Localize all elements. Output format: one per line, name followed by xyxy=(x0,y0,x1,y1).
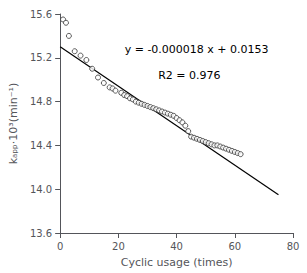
svg-text:40: 40 xyxy=(170,241,183,252)
svg-text:14.8: 14.8 xyxy=(30,96,52,107)
svg-text:R2 = 0.976: R2 = 0.976 xyxy=(158,69,220,82)
svg-text:y = -0.000018 x + 0.0153: y = -0.000018 x + 0.0153 xyxy=(125,43,269,56)
svg-text:Cyclic usage (times): Cyclic usage (times) xyxy=(121,256,233,269)
svg-text:80: 80 xyxy=(287,241,300,252)
svg-text:14.0: 14.0 xyxy=(30,184,52,195)
svg-text:15.2: 15.2 xyxy=(30,52,52,63)
svg-text:0: 0 xyxy=(57,241,63,252)
svg-text:kₐₚₚ·10³(min⁻¹): kₐₚₚ·10³(min⁻¹) xyxy=(7,83,20,165)
svg-text:60: 60 xyxy=(228,241,241,252)
svg-text:20: 20 xyxy=(112,241,125,252)
svg-text:15.6: 15.6 xyxy=(30,9,52,20)
svg-text:14.4: 14.4 xyxy=(30,140,52,151)
svg-text:13.6: 13.6 xyxy=(30,228,52,239)
